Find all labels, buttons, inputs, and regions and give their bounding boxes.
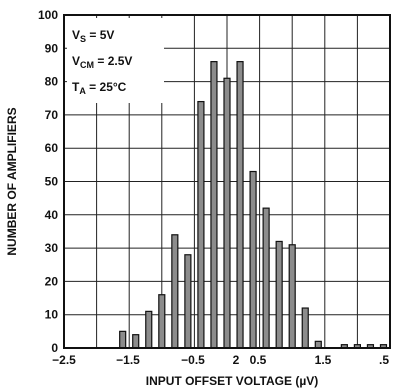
y-tick-label: 60 [45,141,59,155]
supply-voltage-subscript: S [80,34,86,44]
x-tick-label: 2 [233,353,240,367]
supply-voltage-symbol: V [72,28,80,42]
ambient-temperature-subscript: A [79,86,86,96]
common-mode-voltage-symbol: V [72,54,80,68]
y-tick-label: 40 [45,208,59,222]
histogram-bar [236,61,244,349]
y-tick-labels: 0 10 20 30 40 50 60 70 80 90 100 [38,8,58,355]
y-tick-label: 80 [45,75,59,89]
x-tick-label: −0.5 [181,353,205,367]
y-tick-label: 30 [45,241,59,255]
x-axis-title: INPUT OFFSET VOLTAGE (µV) [146,374,318,388]
histogram-bar [288,244,296,349]
x-tick-label: −1.5 [116,353,140,367]
histogram-bar [171,234,179,349]
common-mode-voltage-value: = 2.5V [94,54,132,68]
x-tick-label: 0.5 [250,353,267,367]
bars-group [119,61,388,349]
histogram-bar [301,307,309,349]
x-tick-label: −2.5 [52,353,76,367]
histogram-bar [210,61,218,349]
ambient-temperature-label: TA = 25°C [72,80,127,96]
histogram-bar [262,207,270,349]
supply-voltage-label: VS = 5V [72,28,114,44]
ambient-temperature-value: = 25°C [86,80,127,94]
histogram-bar [145,310,153,349]
histogram-bar [249,170,257,349]
plot-frame [63,14,391,349]
histogram-bar [184,254,192,349]
y-tick-label: 20 [45,274,59,288]
y-tick-label: 90 [45,41,59,55]
histogram-bar [197,100,205,349]
y-tick-label: 0 [51,341,58,355]
x-tick-label: .5 [379,353,389,367]
conditions-legend: VS = 5V VCM = 2.5V TA = 25°C [67,18,164,103]
common-mode-voltage-subscript: CM [80,60,94,70]
supply-voltage-value: = 5V [86,28,114,42]
y-tick-label: 50 [45,175,59,189]
x-tick-labels: −2.5 −1.5 −0.5 2 0.5 1.5 .5 [52,353,389,367]
histogram-bar [119,330,127,349]
y-tick-label: 100 [38,8,58,22]
histogram-bar [158,294,166,349]
histogram-bar [275,240,283,349]
ambient-temperature-symbol: T [72,80,80,94]
y-tick-label: 70 [45,108,59,122]
common-mode-voltage-label: VCM = 2.5V [72,54,132,70]
histogram-bar [132,334,140,349]
x-tick-label: 1.5 [315,353,332,367]
y-axis-title: NUMBER OF AMPLIFIERS [5,107,19,255]
y-tick-label: 10 [45,308,59,322]
histogram-bar [223,77,231,349]
conditions-legend-background [67,18,164,103]
